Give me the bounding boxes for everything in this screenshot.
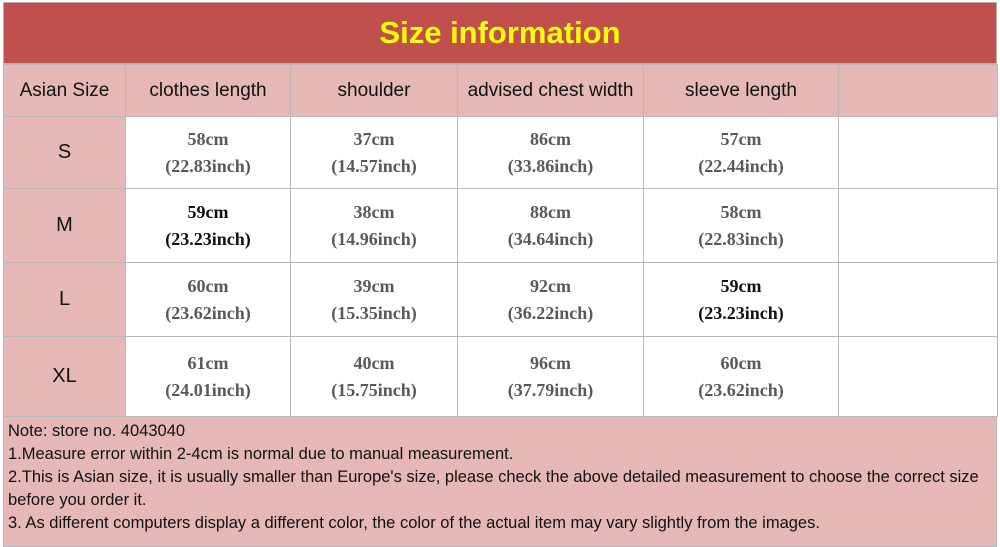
measure-cell: 58cm (22.83inch) (125, 116, 291, 189)
measure-cell: 59cm (23.23inch) (643, 262, 839, 337)
inch-value: (34.64inch) (507, 228, 594, 249)
cm-value: 96cm (530, 352, 571, 373)
measure-cell: 39cm (15.35inch) (290, 262, 458, 337)
column-header: sleeve length (643, 64, 839, 117)
inch-value: (15.75inch) (331, 379, 417, 400)
empty-cell (838, 336, 998, 417)
measure-cell: 92cm (36.22inch) (457, 262, 644, 337)
note-line: 1.Measure error within 2-4cm is normal d… (8, 445, 514, 463)
measure-cell: 88cm (34.64inch) (457, 188, 644, 263)
cm-value: 40cm (353, 352, 395, 373)
inch-value: (15.35inch) (331, 302, 417, 323)
table-row: XL 61cm (24.01inch) 40cm (15.75inch) 96cm (37.… (3, 336, 998, 417)
cm-value: 92cm (530, 275, 571, 296)
empty-cell (838, 262, 998, 337)
cm-value: 57cm (720, 128, 762, 149)
column-header: Asian Size (3, 64, 126, 117)
size-table: Asian Size clothes length shoulder advised … (3, 64, 998, 417)
cm-value: 59cm (187, 201, 229, 222)
inch-value: (14.96inch) (331, 228, 417, 249)
inch-value: (23.23inch) (165, 228, 251, 249)
cm-value: 60cm (187, 275, 229, 296)
table-row: L 60cm (23.62inch) 39cm (15.35inch) 92cm (36.2… (3, 262, 998, 337)
empty-cell (838, 116, 998, 189)
cm-value: 58cm (187, 128, 229, 149)
note-line: 3. As different computers display a diff… (8, 514, 820, 532)
cm-value: 61cm (187, 352, 229, 373)
header-row: Asian Size clothes length shoulder advised … (3, 64, 998, 117)
measure-cell: 40cm (15.75inch) (290, 336, 458, 417)
size-cell: L (3, 262, 126, 337)
inch-value: (36.22inch) (507, 302, 594, 323)
measure-cell: 86cm (33.86inch) (457, 116, 644, 189)
column-header: advised chest width (457, 64, 644, 117)
measure-cell: 59cm (23.23inch) (125, 188, 291, 263)
cm-value: 59cm (720, 275, 762, 296)
note-line: 2.This is Asian size, it is usually smal… (8, 468, 979, 509)
table-body: Asian Size clothes length shoulder advised … (3, 64, 998, 417)
empty-cell (838, 64, 998, 117)
inch-value: (14.57inch) (331, 155, 417, 176)
inch-value: (23.62inch) (165, 302, 251, 323)
cm-value: 38cm (353, 201, 395, 222)
inch-value: (22.44inch) (698, 155, 784, 176)
table-row: M 59cm (23.23inch) 38cm (14.96inch) 88cm (34.6… (3, 188, 998, 263)
measure-cell: 38cm (14.96inch) (290, 188, 458, 263)
cm-value: 88cm (530, 201, 571, 222)
inch-value: (22.83inch) (698, 228, 784, 249)
table-row: S 58cm (22.83inch) 37cm (14.57inch) 86cm (33.8… (3, 116, 998, 189)
measure-cell: 57cm (22.44inch) (643, 116, 839, 189)
inch-value: (33.86inch) (507, 155, 594, 176)
empty-cell (838, 188, 998, 263)
inch-value: (23.23inch) (698, 302, 784, 323)
notes: Note: store no. 4043040 1.Measure error w… (3, 416, 997, 547)
measure-cell: 96cm (37.79inch) (457, 336, 644, 417)
note-line: Note: store no. 4043040 (8, 422, 186, 440)
inch-value: (37.79inch) (507, 379, 594, 400)
measure-cell: 61cm (24.01inch) (125, 336, 291, 417)
measure-cell: 37cm (14.57inch) (290, 116, 458, 189)
cm-value: 86cm (530, 128, 571, 149)
title: Size information (3, 2, 997, 64)
size-cell: S (3, 116, 126, 189)
measure-cell: 58cm (22.83inch) (643, 188, 839, 263)
size-cell: XL (3, 336, 126, 417)
measure-cell: 60cm (23.62inch) (125, 262, 291, 337)
inch-value: (23.62inch) (698, 379, 784, 400)
cm-value: 37cm (353, 128, 395, 149)
cm-value: 60cm (720, 352, 762, 373)
column-header: shoulder (290, 64, 458, 117)
measure-cell: 60cm (23.62inch) (643, 336, 839, 417)
inch-value: (24.01inch) (165, 379, 251, 400)
size-cell: M (3, 188, 126, 263)
column-header: clothes length (125, 64, 291, 117)
cm-value: 58cm (720, 201, 762, 222)
inch-value: (22.83inch) (165, 155, 251, 176)
cm-value: 39cm (353, 275, 395, 296)
